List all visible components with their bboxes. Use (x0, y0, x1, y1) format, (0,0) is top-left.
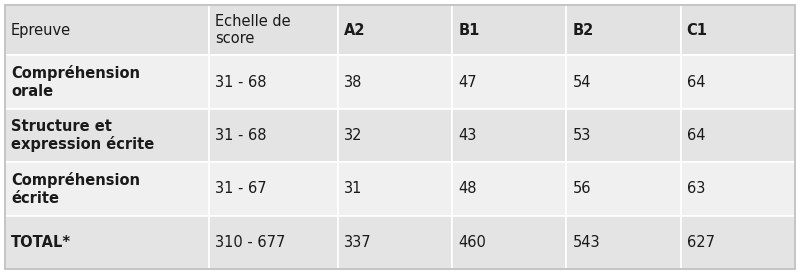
Text: Compréhension
orale: Compréhension orale (11, 65, 140, 99)
Text: 31 - 67: 31 - 67 (214, 181, 266, 196)
Text: 38: 38 (344, 75, 362, 90)
Text: 31: 31 (344, 181, 362, 196)
Bar (5, 216, 209, 269)
Bar (5, 162, 209, 216)
Bar (209, 216, 338, 269)
Text: B1: B1 (458, 23, 479, 38)
Bar (338, 5, 452, 55)
Bar (209, 109, 338, 162)
Bar (452, 109, 566, 162)
Text: 43: 43 (458, 128, 477, 143)
Text: 63: 63 (686, 181, 705, 196)
Text: 64: 64 (686, 128, 706, 143)
Bar (452, 162, 566, 216)
Bar (452, 5, 566, 55)
Text: Compréhension
écrite: Compréhension écrite (11, 172, 140, 206)
Text: Epreuve: Epreuve (11, 23, 71, 38)
Bar (338, 162, 452, 216)
Bar (5, 5, 209, 55)
Bar (681, 5, 795, 55)
Bar (566, 216, 681, 269)
Text: 48: 48 (458, 181, 477, 196)
Bar (681, 55, 795, 109)
Text: 64: 64 (686, 75, 706, 90)
Text: 32: 32 (344, 128, 362, 143)
Text: 53: 53 (573, 128, 591, 143)
Bar (452, 55, 566, 109)
Bar (566, 109, 681, 162)
Text: 337: 337 (344, 235, 371, 250)
Bar (209, 55, 338, 109)
Bar (681, 216, 795, 269)
Bar (452, 216, 566, 269)
Bar (566, 55, 681, 109)
Text: 460: 460 (458, 235, 486, 250)
Text: 47: 47 (458, 75, 477, 90)
Text: Echelle de
score: Echelle de score (214, 14, 290, 46)
Bar (338, 109, 452, 162)
Text: Structure et
expression écrite: Structure et expression écrite (11, 119, 154, 152)
Text: A2: A2 (344, 23, 366, 38)
Text: 543: 543 (573, 235, 600, 250)
Text: 627: 627 (686, 235, 714, 250)
Bar (566, 5, 681, 55)
Text: 56: 56 (573, 181, 591, 196)
Text: C1: C1 (686, 23, 708, 38)
Bar (338, 55, 452, 109)
Bar (209, 5, 338, 55)
Text: 31 - 68: 31 - 68 (214, 128, 266, 143)
Bar (5, 109, 209, 162)
Text: 54: 54 (573, 75, 591, 90)
Bar (5, 55, 209, 109)
Text: 310 - 677: 310 - 677 (214, 235, 285, 250)
Text: TOTAL*: TOTAL* (11, 235, 71, 250)
Text: 31 - 68: 31 - 68 (214, 75, 266, 90)
Text: B2: B2 (573, 23, 594, 38)
Bar (209, 162, 338, 216)
Bar (566, 162, 681, 216)
Bar (338, 216, 452, 269)
Bar (681, 109, 795, 162)
Bar (681, 162, 795, 216)
